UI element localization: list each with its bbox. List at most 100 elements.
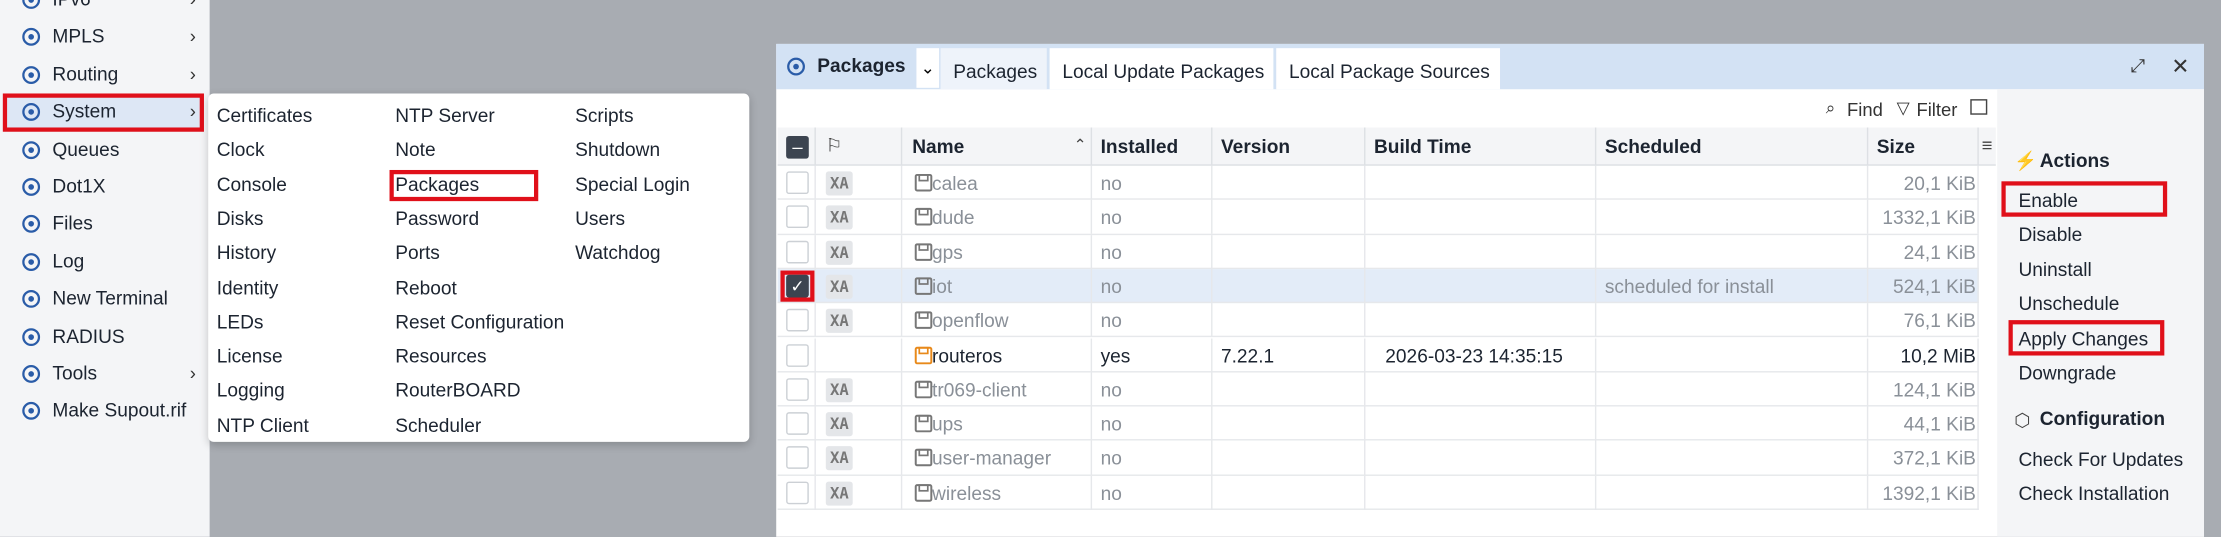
icon: [22, 365, 41, 383]
filter-btn[interactable]: Filter: [1916, 99, 1958, 121]
sidebar-item[interactable]: [2, 93, 204, 132]
submenu-item[interactable]: Scheduler: [395, 414, 482, 436]
tab-label: Local Update Packages: [1062, 60, 1265, 83]
icon: [22, 178, 41, 196]
column-header[interactable]: Size: [1876, 135, 1916, 158]
submenu-item[interactable]: Ports: [395, 242, 440, 264]
column-header[interactable]: Installed: [1100, 135, 1179, 158]
cell-text: 7.22.1: [1220, 344, 1275, 367]
sidebar-label: Routing: [52, 63, 119, 85]
tab[interactable]: Local Package Sources: [1276, 48, 1501, 90]
cell: [1365, 475, 1597, 510]
row-checkbox[interactable]: [786, 377, 809, 401]
submenu-item[interactable]: Special Login: [575, 173, 690, 195]
action-item[interactable]: Downgrade: [2018, 362, 2117, 384]
icon: [22, 290, 41, 309]
close-btn[interactable]: ✕: [2171, 55, 2190, 80]
row-checkbox[interactable]: [786, 481, 809, 504]
cell-text: tr069-client: [932, 379, 1027, 401]
table-row[interactable]: XA wireless no 1392,1 KiB: [777, 475, 1979, 510]
cell-text: 20,1 KiB: [1903, 172, 1976, 195]
row-checkbox[interactable]: [786, 240, 809, 263]
submenu-item[interactable]: Disks: [216, 208, 264, 230]
column-header[interactable]: Name: [912, 135, 965, 158]
row-checkbox[interactable]: [786, 412, 809, 435]
dropdown[interactable]: ⌄: [916, 48, 940, 88]
cell-text: wireless: [932, 482, 1002, 504]
header-checkbox[interactable]: –: [786, 135, 809, 159]
action-item[interactable]: Enable: [2018, 189, 2078, 212]
action-item[interactable]: Uninstall: [2018, 258, 2092, 281]
table-row[interactable]: XA gps no 24,1 KiB: [777, 234, 1979, 269]
row-checkbox[interactable]: [786, 171, 809, 195]
tab[interactable]: Local Update Packages: [1049, 48, 1274, 90]
submenu-item[interactable]: Identity: [216, 276, 279, 299]
cell: [1596, 234, 1869, 269]
icon: [22, 327, 41, 346]
filter-icon: ▽: [1896, 97, 1910, 118]
find-btn[interactable]: Find: [1847, 99, 1883, 121]
config-item[interactable]: Check For Updates: [2018, 449, 2184, 471]
row-checkbox[interactable]: ✓: [786, 274, 809, 298]
submenu-item[interactable]: RouterBOARD: [395, 380, 521, 402]
row-checkbox[interactable]: [786, 309, 809, 332]
action-item[interactable]: Disable: [2018, 224, 2083, 246]
checkbox-box: [780, 270, 815, 302]
config-item[interactable]: Check Installation: [2018, 483, 2170, 505]
tab[interactable]: Packages: [940, 48, 1047, 90]
column-header[interactable]: Scheduled: [1604, 135, 1702, 158]
submenu-item[interactable]: NTP Client: [216, 414, 309, 436]
submenu-arrow: ›: [189, 100, 196, 123]
row-checkbox[interactable]: [786, 446, 809, 470]
table-row[interactable]: XA tr069-client no 124,1 KiB: [777, 372, 1979, 407]
table: – ⚐ Name Installed Version Build Time Schedule…: [777, 127, 1996, 536]
cell: [904, 337, 1093, 372]
table-row[interactable]: routeros yes 7.22.1 2026-03-23 14:35:15 10,2…: [777, 337, 1979, 373]
submenu-item[interactable]: Console: [216, 173, 287, 195]
column-menu[interactable]: ≡: [1981, 134, 1993, 156]
submenu-item[interactable]: LEDs: [216, 311, 264, 333]
cell: [778, 406, 816, 441]
table-row[interactable]: XA dude no 1332,1 KiB: [777, 200, 1979, 235]
cell: [1596, 268, 1869, 303]
submenu-item[interactable]: Users: [575, 208, 626, 230]
table-row[interactable]: XA openflow no 76,1 KiB: [777, 303, 1979, 338]
column-header[interactable]: Version: [1220, 135, 1291, 158]
submenu-item[interactable]: Resources: [395, 345, 487, 367]
submenu-item[interactable]: History: [216, 242, 277, 264]
submenu-item[interactable]: Password: [395, 208, 480, 230]
submenu-item[interactable]: Watchdog: [575, 242, 661, 264]
cell: [1092, 303, 1213, 338]
row-checkbox[interactable]: [786, 343, 809, 367]
table-row[interactable]: XA user-manager no 372,1 KiB: [777, 441, 1979, 476]
submenu-item[interactable]: Logging: [216, 380, 285, 402]
table-row[interactable]: XA ups no 44,1 KiB: [777, 406, 1979, 442]
submenu-item[interactable]: Clock: [216, 139, 265, 161]
row-checkbox[interactable]: [786, 205, 809, 229]
submenu-item[interactable]: Reset Configuration: [395, 311, 565, 333]
action-item[interactable]: Apply Changes: [2018, 328, 2149, 350]
table-row[interactable]: ✓ XA iot no scheduled for install 524,1 KiB: [777, 268, 1979, 304]
action-item[interactable]: Unschedule: [2018, 293, 2120, 315]
actions-panel: ⚡ Actions Enable Disable Uninstall Unschedule…: [1997, 89, 2204, 537]
submenu-item[interactable]: Certificates: [216, 104, 313, 127]
submenu-item[interactable]: License: [216, 345, 283, 367]
submenu-item[interactable]: Packages: [395, 173, 480, 195]
cell: [817, 406, 903, 441]
panel-toggle[interactable]: [1970, 99, 1988, 115]
cell: [778, 372, 816, 407]
cell-text: calea: [932, 172, 978, 195]
expand-btn[interactable]: ⤢: [2130, 55, 2146, 77]
cell-text: no: [1100, 241, 1122, 263]
column-header[interactable]: Build Time: [1373, 135, 1472, 158]
tab-label: Local Package Sources: [1288, 60, 1490, 83]
cell-text: 524,1 KiB: [1893, 276, 1976, 298]
cell: [817, 200, 903, 235]
table-row[interactable]: XA calea no 20,1 KiB: [777, 165, 1979, 201]
submenu-item[interactable]: Scripts: [575, 104, 634, 127]
cell: [1596, 475, 1869, 510]
submenu-item[interactable]: Note: [395, 139, 436, 161]
submenu-item[interactable]: NTP Server: [395, 104, 495, 127]
submenu-item[interactable]: Reboot: [395, 276, 457, 299]
submenu-item[interactable]: Shutdown: [575, 139, 661, 161]
